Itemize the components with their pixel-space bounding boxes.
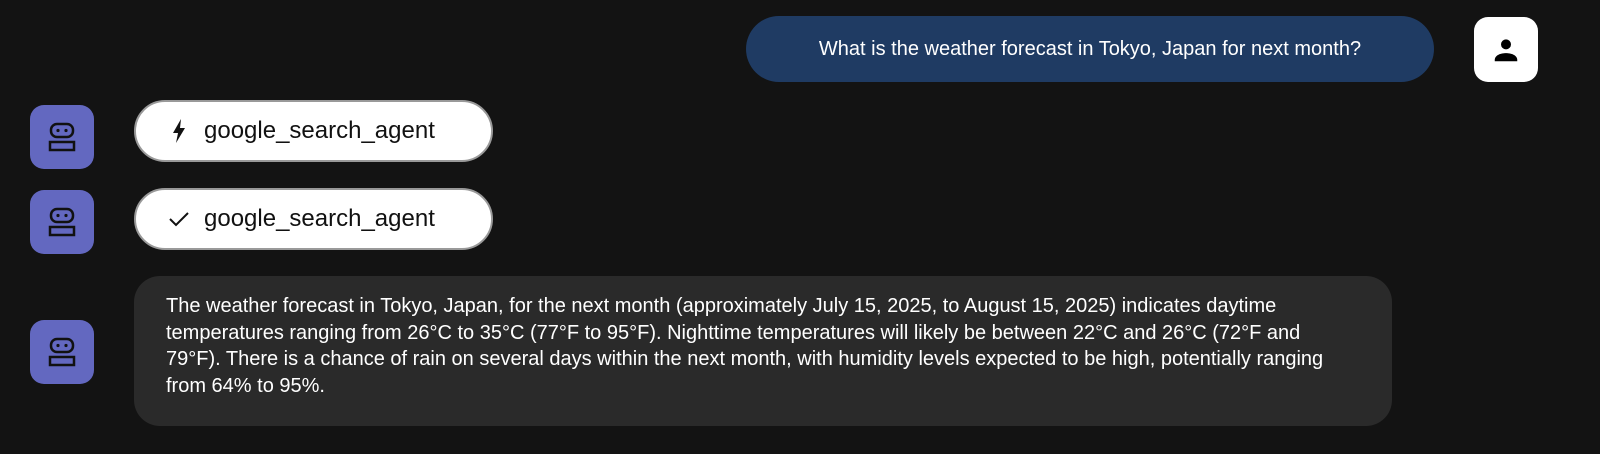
function-response-pill[interactable]: google_search_agent bbox=[134, 188, 493, 250]
person-icon bbox=[1494, 38, 1518, 61]
user-avatar bbox=[1474, 17, 1538, 82]
bot-response-bubble: The weather forecast in Tokyo, Japan, fo… bbox=[134, 276, 1392, 426]
robot-icon bbox=[48, 337, 76, 367]
bot-avatar bbox=[30, 190, 94, 254]
bolt-icon bbox=[168, 119, 190, 143]
bot-avatar bbox=[30, 105, 94, 169]
robot-icon bbox=[48, 122, 76, 152]
robot-icon bbox=[48, 207, 76, 237]
check-icon bbox=[168, 210, 190, 228]
bot-response-text: The weather forecast in Tokyo, Japan, fo… bbox=[166, 295, 1324, 397]
function-call-pill[interactable]: google_search_agent bbox=[134, 100, 493, 162]
user-message-text: What is the weather forecast in Tokyo, J… bbox=[818, 37, 1362, 60]
pill-label: google_search_agent bbox=[204, 205, 435, 232]
user-message-bubble: What is the weather forecast in Tokyo, J… bbox=[746, 16, 1434, 82]
bot-avatar bbox=[30, 320, 94, 384]
pill-label: google_search_agent bbox=[204, 117, 435, 144]
